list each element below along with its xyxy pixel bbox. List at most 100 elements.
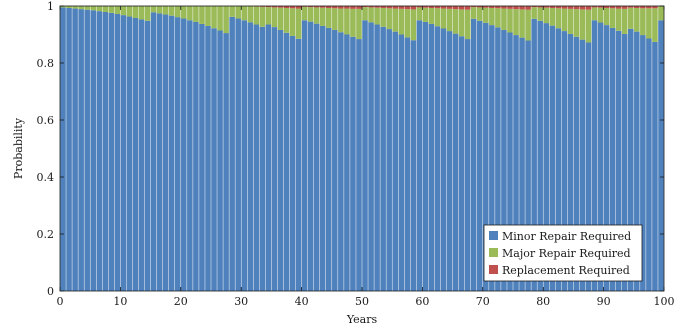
bar-replacement-required-36 <box>271 6 278 8</box>
bar-minor-repair-required-18 <box>162 14 169 292</box>
bar-replacement-required-63 <box>434 6 441 9</box>
bar-minor-repair-required-69 <box>470 18 477 291</box>
bar-replacement-required-79 <box>531 6 537 8</box>
bar-minor-repair-required-21 <box>181 18 187 291</box>
bar-minor-repair-required-82 <box>549 25 556 291</box>
bar-replacement-required-45 <box>326 6 332 8</box>
bar-replacement-required-56 <box>392 6 398 9</box>
bar-major-repair-required-9 <box>108 6 115 13</box>
bar-major-repair-required-57 <box>398 8 405 35</box>
bar-minor-repair-required-5 <box>84 9 90 291</box>
bar-minor-repair-required-90 <box>597 22 604 292</box>
bar-major-repair-required-72 <box>489 7 495 26</box>
bar-minor-repair-required-67 <box>458 36 465 292</box>
bar-minor-repair-required-80 <box>537 20 543 291</box>
bar-major-repair-required-32 <box>247 6 254 23</box>
bar-major-repair-required-51 <box>362 7 368 21</box>
bar-major-repair-required-56 <box>392 8 398 32</box>
bar-replacement-required-38 <box>283 6 290 8</box>
bar-minor-repair-required-81 <box>543 23 549 291</box>
bar-minor-repair-required-93 <box>615 30 622 292</box>
bar-minor-repair-required-60 <box>416 20 423 291</box>
bar-replacement-required-34 <box>259 6 266 7</box>
bar-minor-repair-required-35 <box>265 24 272 292</box>
bar-major-repair-required-67 <box>458 9 465 37</box>
bar-minor-repair-required-44 <box>319 25 326 291</box>
bar-minor-repair-required-66 <box>452 33 459 291</box>
x-tick-label-70: 70 <box>476 295 490 308</box>
bar-minor-repair-required-14 <box>138 19 145 292</box>
bar-replacement-required-57 <box>398 6 405 9</box>
bar-major-repair-required-43 <box>313 7 320 24</box>
legend-swatch-minor-repair <box>489 231 498 240</box>
bar-major-repair-required-19 <box>168 6 175 16</box>
bar-major-repair-required-39 <box>289 8 296 36</box>
bar-minor-repair-required-55 <box>386 29 392 292</box>
bar-replacement-required-82 <box>549 6 556 8</box>
bar-major-repair-required-48 <box>344 8 350 35</box>
x-tick-label-30: 30 <box>234 295 248 308</box>
bar-major-repair-required-1 <box>60 6 66 8</box>
bar-major-repair-required-16 <box>150 6 157 13</box>
bar-minor-repair-required-62 <box>428 23 435 291</box>
bar-major-repair-required-14 <box>138 6 145 20</box>
bar-major-repair-required-10 <box>114 6 121 14</box>
bar-major-repair-required-55 <box>386 8 392 30</box>
legend-swatch-major-repair <box>489 248 498 257</box>
bar-major-repair-required-73 <box>495 8 501 28</box>
bar-major-repair-required-80 <box>537 7 543 21</box>
bar-major-repair-required-77 <box>519 9 525 38</box>
bar-major-repair-required-41 <box>301 6 308 21</box>
bar-minor-repair-required-84 <box>561 31 568 292</box>
bar-major-repair-required-2 <box>66 6 72 8</box>
bar-minor-repair-required-98 <box>646 38 652 291</box>
bar-major-repair-required-49 <box>350 8 356 37</box>
bar-replacement-required-85 <box>567 6 574 9</box>
bar-minor-repair-required-78 <box>525 40 531 292</box>
bar-major-repair-required-46 <box>332 8 338 30</box>
bar-replacement-required-91 <box>603 6 610 8</box>
bar-major-repair-required-36 <box>271 7 278 28</box>
x-tick-label-60: 60 <box>415 295 429 308</box>
ticks-layer <box>59 5 665 292</box>
bar-replacement-required-81 <box>543 6 549 8</box>
bar-major-repair-required-87 <box>579 9 586 40</box>
x-tick-label-0: 0 <box>57 295 64 308</box>
bar-major-repair-required-5 <box>84 6 90 10</box>
bar-major-repair-required-71 <box>483 7 489 23</box>
bar-major-repair-required-7 <box>96 6 103 12</box>
bar-replacement-required-87 <box>579 6 586 10</box>
bar-minor-repair-required-100 <box>658 20 664 291</box>
x-tick-label-10: 10 <box>113 295 127 308</box>
x-axis-title: Years <box>346 313 378 326</box>
bar-major-repair-required-25 <box>205 6 211 26</box>
bar-replacement-required-53 <box>374 6 380 8</box>
bar-major-repair-required-12 <box>126 6 133 17</box>
bar-minor-repair-required-15 <box>144 20 151 291</box>
bar-major-repair-required-84 <box>561 8 568 32</box>
y-tick-label-0.4: 0.4 <box>37 171 55 184</box>
bar-minor-repair-required-7 <box>96 11 103 291</box>
bar-major-repair-required-34 <box>259 6 266 27</box>
bar-replacement-required-78 <box>525 6 531 10</box>
bar-minor-repair-required-53 <box>374 24 380 292</box>
bar-replacement-required-49 <box>350 6 356 9</box>
bar-minor-repair-required-57 <box>398 34 405 291</box>
bar-major-repair-required-99 <box>652 8 658 42</box>
bar-minor-repair-required-99 <box>652 41 658 291</box>
bar-replacement-required-92 <box>609 6 616 9</box>
bars-layer <box>60 6 664 292</box>
bar-major-repair-required-68 <box>464 9 471 40</box>
bar-major-repair-required-79 <box>531 7 537 19</box>
bar-minor-repair-required-70 <box>477 20 483 291</box>
bar-minor-repair-required-76 <box>513 35 519 291</box>
bar-minor-repair-required-10 <box>114 13 121 291</box>
bar-replacement-required-94 <box>621 6 628 9</box>
bar-replacement-required-47 <box>338 6 344 9</box>
bar-minor-repair-required-51 <box>362 20 368 291</box>
bar-major-repair-required-35 <box>265 7 272 25</box>
legend-swatch-replacement <box>489 265 498 274</box>
bar-minor-repair-required-59 <box>410 40 417 292</box>
x-tick-label-50: 50 <box>355 295 369 308</box>
